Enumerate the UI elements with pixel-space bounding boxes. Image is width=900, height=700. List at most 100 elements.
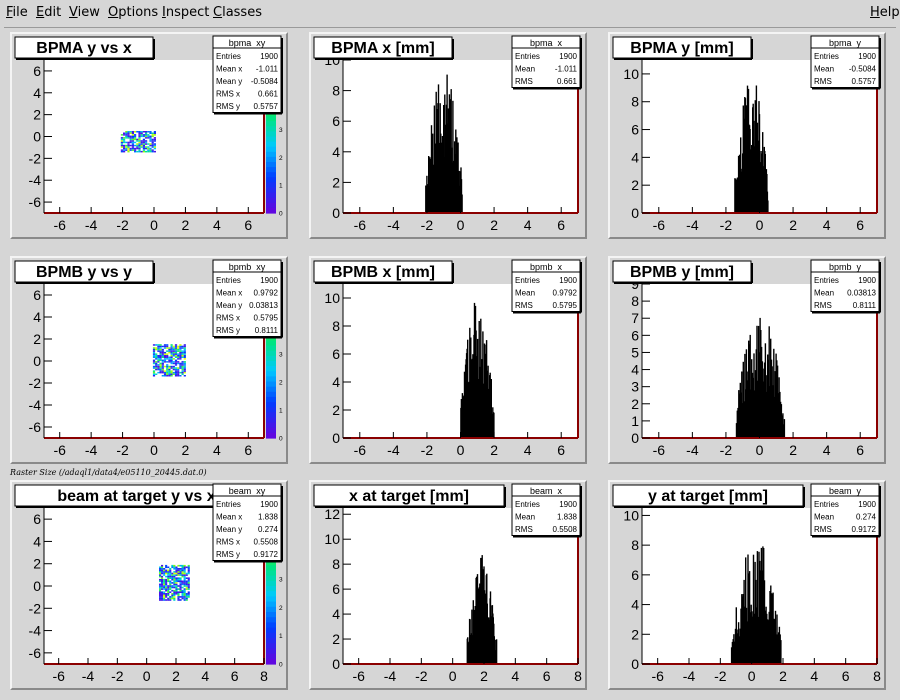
heatmap-cell: [153, 150, 156, 153]
x-tick-label: -6: [354, 442, 367, 458]
histogram-bin: [738, 393, 741, 438]
heatmap-cell: [163, 599, 166, 601]
heatmap-cell: [125, 147, 128, 150]
heatmap-cell: [187, 578, 190, 581]
heatmap-cell: [151, 150, 154, 153]
heatmap-cell: [166, 373, 169, 375]
histogram-bin: [763, 362, 766, 438]
heatmap-cell: [174, 350, 178, 352]
heatmap-cell: [163, 596, 166, 598]
stats-key: RMS x: [216, 314, 240, 323]
menu-help[interactable]: Help: [870, 5, 900, 20]
heatmap-cell: [181, 370, 184, 372]
heatmap-cell: [183, 591, 186, 593]
heatmap-cell: [161, 569, 164, 572]
stats-key: RMS: [814, 77, 832, 86]
stats-name: bpma_x: [530, 38, 563, 48]
heatmap-cell: [155, 373, 158, 375]
x-tick-label: -2: [714, 668, 727, 684]
stats-box: [212, 259, 282, 337]
heatmap-cell: [181, 345, 184, 348]
heatmap-cell: [183, 371, 186, 374]
menu-view[interactable]: View: [69, 5, 100, 20]
stats-value: -1.011: [555, 65, 578, 74]
stats-value: 1900: [858, 52, 876, 61]
bpmb_y-chart: -6-4-202460123456789BPMB y [mm]bpmb_yEnt…: [612, 259, 881, 458]
heatmap-cell: [173, 564, 176, 567]
palette-cell: [266, 596, 276, 603]
heatmap-cell: [179, 589, 182, 592]
histogram-bin: [765, 606, 767, 664]
chart-title: BPMA y [mm]: [630, 40, 733, 57]
heatmap-cell: [170, 353, 173, 355]
histogram-bin: [748, 344, 751, 438]
pad-bpmb-y[interactable]: -6-4-202460123456789BPMB y [mm]bpmb_yEnt…: [608, 256, 886, 464]
chart-title: BPMA x [mm]: [331, 40, 434, 57]
y-tick-label: -2: [29, 150, 42, 166]
menu-inspect[interactable]: Inspect: [162, 5, 210, 20]
pad-bpma-y[interactable]: -6 -4 -2 0 2 4 6 0 2 4 6 8 10 BPMA y [mm] bpma_y Entrie…: [608, 32, 886, 239]
y-tick-label: 6: [332, 113, 340, 129]
heatmap-cell: [163, 582, 166, 584]
histogram-bin: [757, 380, 759, 438]
stats-key: Mean y: [216, 301, 242, 310]
z-tick-label: 3: [279, 576, 283, 583]
histogram-bin: [739, 628, 741, 664]
heatmap-cell: [163, 568, 166, 570]
heatmap-cell: [152, 361, 156, 363]
pad-bpmb-x[interactable]: -6 -4 -2 0 2 4 6 0 2 4 6 8 10 BPMB x [mm] bpmb_x Entrie…: [309, 256, 587, 464]
histogram-bin: [748, 571, 751, 664]
heatmap-cell: [131, 143, 134, 145]
stats-value: 0.03813: [847, 289, 876, 298]
stats-key: Entries: [216, 52, 241, 61]
palette-cell: [266, 658, 276, 665]
heatmap-cell: [155, 358, 158, 360]
menu-edit[interactable]: Edit: [36, 5, 62, 20]
stats-key: RMS: [515, 301, 533, 310]
heatmap-cell: [159, 370, 162, 372]
stats-value: 0.8111: [853, 301, 877, 310]
heatmap-cell: [183, 345, 186, 348]
heatmap-cell: [183, 368, 186, 371]
heatmap-cell: [145, 131, 148, 133]
heatmap-cell: [179, 577, 182, 579]
menu-options[interactable]: Options: [108, 5, 159, 20]
histogram-bin: [766, 391, 768, 438]
stats-key: Entries: [515, 500, 540, 509]
heatmap-cell: [177, 568, 180, 570]
heatmap-cell: [168, 368, 171, 371]
stats-value: 1900: [559, 500, 577, 509]
heatmap-cell: [172, 355, 175, 357]
heatmap-cell: [175, 568, 178, 570]
pad-beam-x[interactable]: -6 -4 -2 0 2 4 6 8 0 2 4 6 8 10 12 x at target [mm] beam…: [309, 480, 587, 690]
heatmap-cell: [120, 140, 123, 142]
heatmap-cell: [152, 362, 156, 365]
heatmap-cell: [136, 146, 139, 148]
heatmap-cell: [169, 597, 172, 600]
stats-key: RMS y: [216, 550, 240, 559]
y-tick-label: 4: [332, 144, 340, 160]
heatmap-cell: [169, 580, 172, 583]
palette-cell: [266, 407, 276, 413]
menu-file[interactable]: File: [6, 5, 28, 20]
menu-classes[interactable]: Classes: [213, 5, 262, 20]
histogram-bin: [749, 334, 751, 438]
heatmap-cell: [131, 132, 134, 134]
heatmap-cell: [120, 149, 123, 151]
stats-name: bpmb_xy: [229, 262, 266, 272]
heatmap-cell: [125, 146, 128, 148]
y-tick-label: 8: [332, 83, 340, 99]
heatmap-cell: [174, 364, 178, 366]
heatmap-cell: [187, 582, 190, 584]
y-tick-label: 10: [623, 507, 639, 523]
pad-beam-y[interactable]: -6 -4 -2 0 2 4 6 8 0 2 4 6 8 10 y at target [mm] beam_y…: [608, 480, 886, 690]
palette-cell: [266, 192, 276, 199]
heatmap-cell: [174, 361, 178, 363]
heatmap-cell: [167, 566, 170, 569]
histogram-bin: [767, 620, 770, 664]
